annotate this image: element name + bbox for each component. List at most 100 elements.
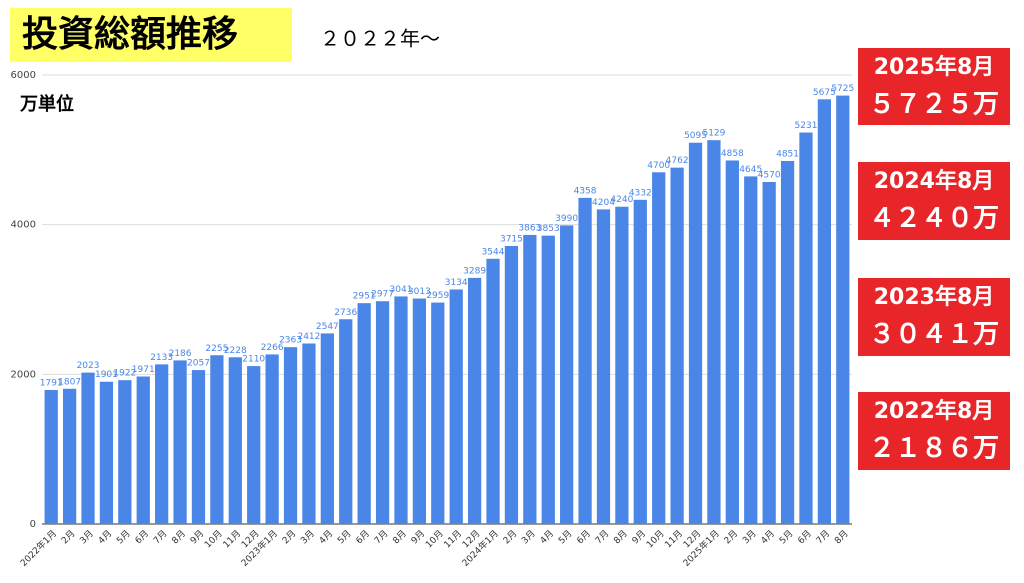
annotation-text: 2023年8月 — [874, 284, 995, 310]
data-label: 4762 — [666, 156, 689, 166]
title-highlight — [10, 8, 292, 62]
data-label: 2186 — [169, 349, 192, 359]
x-tick-label: 10月 — [644, 528, 666, 550]
x-tick-label: 6月 — [796, 528, 814, 546]
bar — [62, 388, 77, 524]
data-label: 4570 — [758, 171, 781, 181]
data-label: 4858 — [721, 149, 744, 159]
bar — [118, 380, 132, 524]
data-label: 5095 — [684, 131, 707, 141]
bar — [81, 372, 95, 524]
bar — [412, 298, 427, 524]
bar — [578, 197, 592, 524]
y-tick-label: 4000 — [11, 220, 36, 231]
data-label: 2255 — [205, 344, 228, 354]
x-tick-label: 11月 — [663, 528, 685, 550]
data-label: 3715 — [500, 234, 523, 244]
x-tick-label: 11月 — [442, 528, 464, 550]
data-label: 1901 — [95, 370, 118, 380]
data-label: 4358 — [574, 186, 597, 196]
data-label: 3990 — [555, 214, 578, 224]
bar — [431, 302, 445, 524]
bar — [44, 389, 58, 524]
data-label: 2951 — [353, 292, 376, 302]
y-axis-label: 万単位 — [19, 93, 74, 115]
annotation-box — [858, 392, 1010, 470]
data-label: 2547 — [316, 322, 339, 332]
bar — [339, 319, 353, 524]
x-tick-label: 11月 — [221, 528, 243, 550]
chart-subtitle: ２０２２年〜 — [320, 27, 440, 51]
x-tick-label: 4月 — [317, 528, 335, 546]
annotation-box — [858, 162, 1010, 240]
x-tick-label: 2月 — [280, 528, 298, 546]
bar — [265, 354, 279, 524]
bar — [302, 343, 316, 524]
x-tick-label: 5月 — [115, 528, 133, 546]
bar — [725, 160, 739, 525]
bar — [670, 167, 684, 524]
x-tick-label: 7月 — [151, 528, 169, 546]
annotation-text: ４２４０万 — [869, 204, 999, 234]
x-tick-label: 3月 — [520, 528, 538, 546]
data-label: 1971 — [132, 365, 155, 375]
y-tick-label: 6000 — [11, 70, 36, 81]
x-tick-label: 6月 — [354, 528, 372, 546]
bar — [320, 333, 334, 524]
x-tick-label: 5月 — [335, 528, 353, 546]
x-tick-label: 3月 — [299, 528, 317, 546]
bar — [652, 172, 666, 525]
data-label: 2412 — [297, 332, 320, 342]
bar — [817, 99, 832, 524]
data-label: 2266 — [261, 343, 284, 353]
data-label: 1922 — [113, 369, 136, 379]
x-tick-label: 4月 — [538, 528, 556, 546]
x-tick-label: 8月 — [612, 528, 630, 546]
x-tick-label: 7月 — [814, 528, 832, 546]
y-tick-label: 0 — [30, 519, 36, 530]
bar — [283, 347, 298, 524]
data-label: 4204 — [592, 198, 615, 208]
data-label: 4645 — [739, 165, 762, 175]
annotation-text: ５７２５万 — [869, 90, 999, 120]
x-tick-label: 7月 — [593, 528, 611, 546]
annotation-text: ２１８６万 — [869, 434, 999, 464]
bar — [247, 366, 261, 524]
bar — [99, 381, 114, 524]
data-label: 4240 — [610, 195, 633, 205]
bar — [173, 360, 187, 524]
x-tick-label: 8月 — [391, 528, 409, 546]
x-tick-label: 6月 — [575, 528, 593, 546]
data-label: 3134 — [445, 278, 468, 288]
data-label: 2363 — [279, 336, 302, 346]
data-label: 2057 — [187, 359, 210, 369]
chart-title: 投資総額推移 — [22, 14, 238, 55]
y-tick-label: 2000 — [11, 369, 36, 380]
annotation-box — [858, 48, 1010, 125]
annotation-text: 2025年8月 — [874, 54, 995, 80]
x-tick-label: 2月 — [501, 528, 519, 546]
bar — [560, 225, 574, 525]
x-tick-label: 8月 — [832, 528, 850, 546]
data-label: 4332 — [629, 188, 652, 198]
x-tick-label: 8月 — [170, 528, 188, 546]
bar — [633, 199, 647, 524]
data-label: 3041 — [390, 285, 413, 295]
x-tick-label: 2月 — [722, 528, 740, 546]
data-label: 1807 — [58, 377, 81, 387]
x-tick-label: 4月 — [759, 528, 777, 546]
bar — [799, 132, 813, 525]
bar — [155, 364, 169, 524]
data-label: 4700 — [647, 161, 670, 171]
bar — [394, 296, 408, 524]
bar — [504, 245, 519, 524]
data-label: 3863 — [518, 223, 541, 233]
bar — [136, 376, 150, 524]
x-tick-label: 2月 — [59, 528, 77, 546]
bar — [467, 277, 482, 524]
data-label: 3544 — [482, 247, 505, 257]
bar — [357, 303, 371, 524]
bar — [744, 176, 758, 524]
x-tick-label: 10月 — [203, 528, 225, 550]
